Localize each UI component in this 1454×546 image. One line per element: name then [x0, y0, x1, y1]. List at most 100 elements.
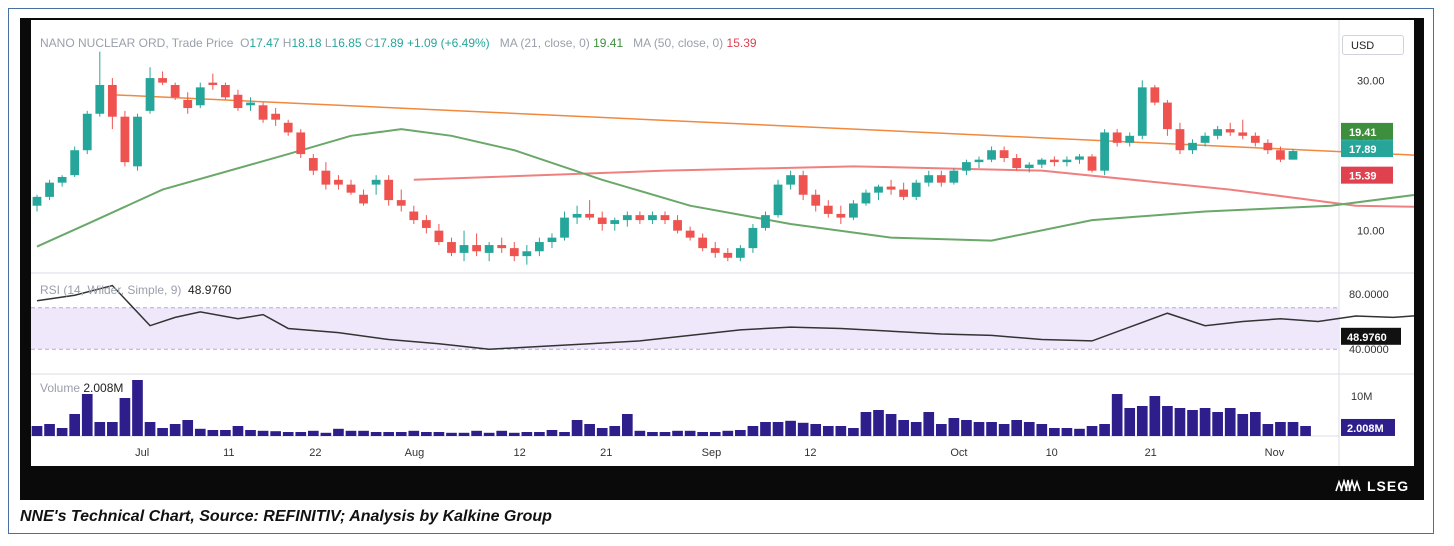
- candle-body: [1049, 159, 1059, 163]
- volume-tick-label: 10M: [1351, 391, 1372, 403]
- open-value: 17.47: [249, 36, 280, 50]
- volume-bar: [345, 430, 357, 436]
- candle-body: [296, 132, 306, 155]
- chart-area[interactable]: 30.0020.0010.0019.4117.8915.3980.000040.…: [31, 20, 1454, 466]
- low-label: L: [324, 36, 332, 50]
- volume-bar: [810, 424, 822, 436]
- volume-bar: [270, 431, 281, 436]
- volume-bar: [772, 422, 784, 436]
- candle-body: [673, 220, 682, 231]
- candle-body: [371, 179, 381, 185]
- candle-body: [1175, 129, 1185, 151]
- candle-body: [698, 237, 708, 249]
- volume-bar: [1049, 428, 1060, 436]
- volume-bar: [81, 394, 93, 436]
- volume-bar: [1111, 394, 1123, 436]
- candle-body: [233, 94, 243, 109]
- volume-bar: [446, 432, 457, 436]
- figure-caption: NNE's Technical Chart, Source: REFINITIV…: [20, 508, 552, 525]
- candle-body: [308, 158, 318, 171]
- candle-body: [685, 230, 695, 238]
- volume-bar: [1237, 414, 1249, 436]
- volume-bar: [546, 430, 558, 436]
- volume-bar: [1199, 408, 1211, 436]
- rsi-tick-label: 40.0000: [1349, 344, 1389, 356]
- candle-body: [1075, 156, 1084, 160]
- volume-value: 2.008M: [83, 381, 124, 395]
- candle-body: [459, 245, 469, 253]
- candlestick-chart[interactable]: 30.0020.0010.0019.4117.8915.3980.000040.…: [31, 20, 1454, 466]
- candle-body: [346, 184, 356, 193]
- candle-body: [472, 245, 481, 252]
- candle-body: [748, 227, 758, 249]
- candle-body: [1188, 142, 1197, 151]
- candle-body: [572, 213, 582, 218]
- volume-bar: [521, 432, 533, 436]
- currency-selector[interactable]: USD: [1342, 35, 1404, 55]
- volume-bar: [220, 430, 231, 436]
- rsi-badge-label: 48.9760: [1347, 332, 1387, 344]
- candle-body: [635, 215, 645, 221]
- candle-body: [359, 194, 368, 204]
- candle-body: [622, 215, 632, 221]
- candle-body: [208, 82, 218, 85]
- candle-body: [585, 213, 595, 218]
- volume-bar: [1124, 408, 1136, 436]
- volume-bar: [232, 426, 244, 436]
- volume-bar: [169, 424, 181, 436]
- candle-body: [1200, 135, 1210, 143]
- volume-bar: [948, 418, 960, 436]
- volume-bar: [1300, 426, 1311, 436]
- candle-body: [1263, 142, 1273, 151]
- volume-bar: [1036, 424, 1048, 436]
- candle-body: [1125, 135, 1135, 143]
- candle-body: [899, 189, 909, 197]
- price-badge-label: 19.41: [1349, 127, 1377, 139]
- volume-bar: [1099, 424, 1110, 436]
- volume-bar: [496, 430, 508, 436]
- candle-body: [1100, 132, 1109, 171]
- rsi-legend: RSI (14, Wilder, Simple, 9) 48.9760: [40, 283, 231, 297]
- candle-body: [811, 194, 821, 206]
- volume-bar: [609, 426, 621, 436]
- candle-body: [95, 84, 105, 114]
- volume-bar: [508, 432, 520, 436]
- volume-bar: [157, 428, 168, 436]
- candle-body: [1150, 87, 1160, 103]
- x-tick-label: Jul: [135, 447, 149, 459]
- ma21-label: MA (21, close, 0): [499, 36, 590, 50]
- candle-body: [849, 203, 858, 218]
- volume-bar: [973, 422, 985, 436]
- candle-body: [836, 213, 846, 218]
- candle-body: [786, 175, 795, 185]
- volume-bar: [370, 432, 382, 436]
- open-label: O: [240, 36, 250, 50]
- x-tick-label: 12: [804, 447, 816, 459]
- candle-body: [258, 105, 268, 120]
- volume-bar: [935, 424, 947, 436]
- candle-body: [145, 78, 155, 111]
- candle-body: [911, 182, 921, 197]
- candle-body: [158, 78, 167, 83]
- volume-bar: [295, 432, 307, 436]
- price-tick-label: 10.00: [1357, 226, 1385, 238]
- ma21-value: 19.41: [593, 36, 624, 50]
- candle-body: [1112, 132, 1122, 143]
- candle-body: [999, 150, 1009, 159]
- volume-badge-label: 2.008M: [1347, 423, 1384, 435]
- candle-body: [221, 84, 230, 98]
- candle-body: [1238, 132, 1248, 136]
- candle-body: [1225, 129, 1235, 133]
- x-tick-label: Sep: [702, 447, 722, 459]
- symbol-label: NANO NUCLEAR ORD, Trade Price: [40, 36, 234, 50]
- volume-bar: [132, 380, 143, 436]
- volume-bar: [571, 420, 583, 436]
- volume-bar: [760, 422, 771, 436]
- rsi-badge: [1341, 327, 1401, 345]
- volume-bar: [483, 432, 495, 436]
- candle-body: [384, 179, 394, 201]
- volume-bar: [433, 432, 445, 436]
- candle-body: [535, 242, 544, 252]
- volume-bar: [358, 430, 369, 436]
- volume-bar: [1287, 422, 1299, 436]
